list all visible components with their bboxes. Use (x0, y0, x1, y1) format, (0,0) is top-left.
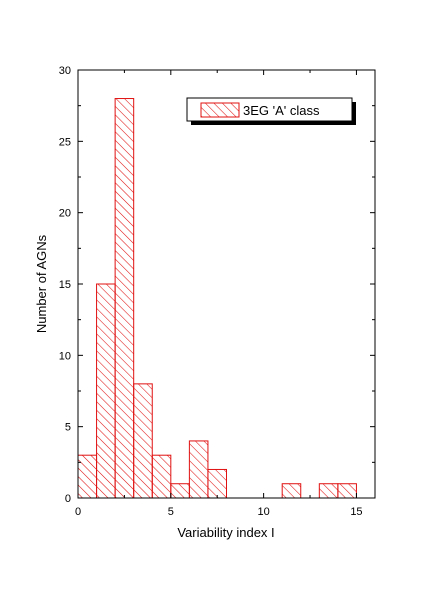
legend-label: 3EG 'A' class (243, 103, 320, 118)
histogram-bar (114, 98, 135, 499)
x-tick-label: 15 (350, 506, 362, 518)
x-axis-label: Variability index I (177, 525, 274, 540)
histogram-bar (170, 483, 190, 499)
y-tick-label: 15 (59, 279, 71, 291)
y-tick-label: 25 (59, 136, 71, 148)
y-tick-label: 10 (59, 350, 71, 362)
histogram-bar (151, 454, 172, 499)
histogram-bar (207, 468, 227, 499)
histogram-bar (188, 440, 209, 499)
y-axis-label: Number of AGNs (34, 234, 49, 333)
bars-group (77, 98, 357, 499)
histogram-bar (77, 454, 98, 499)
x-tick-label: 5 (168, 506, 174, 518)
legend-swatch (200, 102, 240, 118)
histogram-bar (318, 483, 339, 499)
histogram-bar (96, 283, 116, 499)
y-tick-label: 30 (59, 65, 71, 77)
histogram-bar (133, 383, 153, 499)
histogram-bar (337, 483, 357, 499)
histogram-bar (281, 483, 302, 499)
y-tick-label: 5 (65, 422, 71, 434)
x-tick-label: 10 (258, 506, 270, 518)
legend: 3EG 'A' class (186, 97, 356, 125)
y-tick-label: 0 (65, 493, 71, 505)
tick-labels-group: 0 5 10 15 0 5 10 15 20 25 30 (59, 65, 363, 518)
x-tick-label: 0 (75, 506, 81, 518)
ticks-group (77, 69, 375, 499)
y-tick-label: 20 (59, 208, 71, 220)
